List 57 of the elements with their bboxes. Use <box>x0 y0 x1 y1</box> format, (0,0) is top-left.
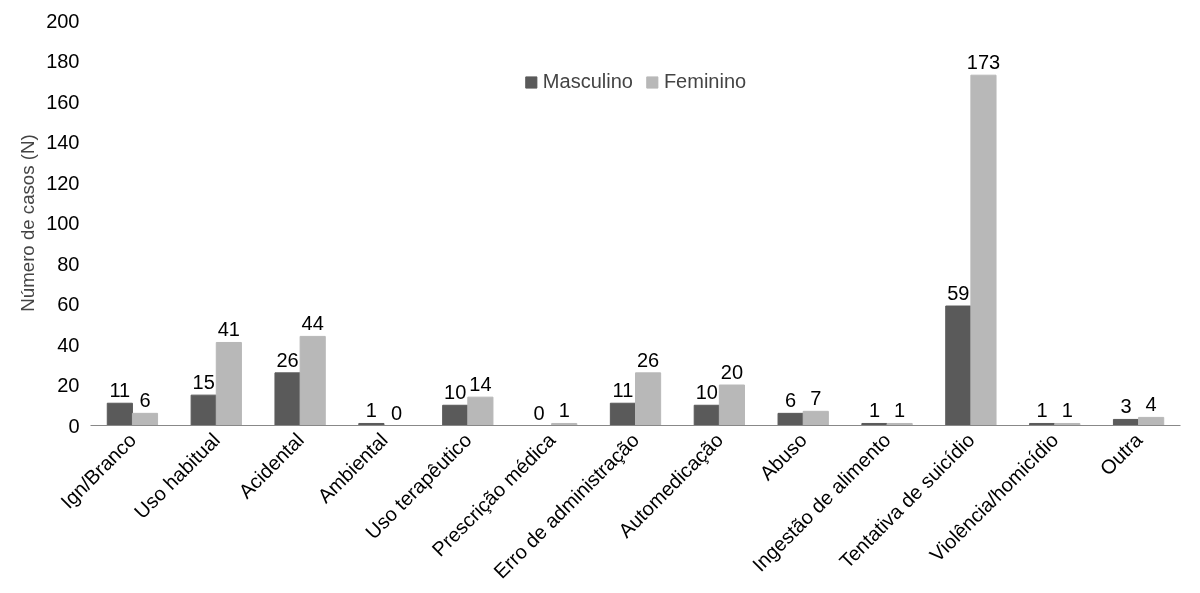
y-tick-label: 60 <box>57 293 80 315</box>
legend-label: Feminino <box>663 70 747 93</box>
bar <box>442 404 469 426</box>
data-label: 1 <box>868 399 881 422</box>
y-tick-label: 140 <box>46 131 80 153</box>
data-label: 14 <box>469 373 492 396</box>
bar <box>1138 416 1165 426</box>
data-label: 59 <box>947 282 970 305</box>
data-label: 6 <box>139 389 151 412</box>
bar <box>945 305 972 426</box>
y-axis-title: Número de casos (N) <box>17 134 39 312</box>
data-label: 15 <box>192 371 215 394</box>
bar <box>190 394 217 426</box>
y-tick-label: 160 <box>46 90 80 113</box>
bar <box>718 384 745 426</box>
y-tick-label: 40 <box>57 333 80 356</box>
data-label: 10 <box>444 381 467 404</box>
data-label: 7 <box>810 387 822 410</box>
legend-label: Masculino <box>542 70 633 93</box>
data-label: 41 <box>217 318 240 341</box>
bar <box>970 74 997 426</box>
data-label: 3 <box>1120 395 1132 418</box>
data-label: 1 <box>1061 399 1073 422</box>
bar <box>467 396 494 426</box>
bar <box>609 402 636 426</box>
data-label: 11 <box>109 379 131 402</box>
data-label: 20 <box>720 361 744 383</box>
bar <box>777 412 804 426</box>
data-label: 1 <box>894 399 906 422</box>
bar <box>215 341 242 426</box>
y-tick-label: 0 <box>68 414 80 437</box>
bar <box>299 335 326 426</box>
data-label: 1 <box>1036 399 1048 422</box>
data-label: 0 <box>390 401 403 424</box>
y-tick-label: 80 <box>57 252 80 275</box>
y-tick-label: 200 <box>46 9 80 32</box>
data-label: 26 <box>636 348 660 371</box>
bar <box>106 402 133 426</box>
data-label: 10 <box>695 381 718 404</box>
data-label: 11 <box>612 379 634 402</box>
data-label: 1 <box>365 399 377 422</box>
y-tick-label: 100 <box>46 212 80 234</box>
y-tick-label: 20 <box>57 374 80 396</box>
bar <box>274 372 301 426</box>
y-tick-label: 180 <box>46 50 80 72</box>
bar <box>131 412 159 426</box>
data-label: 173 <box>966 51 1001 74</box>
data-label: 1 <box>558 399 570 422</box>
data-label: 26 <box>276 348 299 371</box>
data-label: 0 <box>533 401 545 424</box>
bar <box>635 372 662 426</box>
data-label: 4 <box>1145 393 1157 416</box>
data-label: 6 <box>785 389 797 412</box>
data-label: 44 <box>301 312 324 335</box>
y-tick-label: 120 <box>46 171 80 194</box>
bar <box>802 410 829 426</box>
bar <box>693 404 720 426</box>
